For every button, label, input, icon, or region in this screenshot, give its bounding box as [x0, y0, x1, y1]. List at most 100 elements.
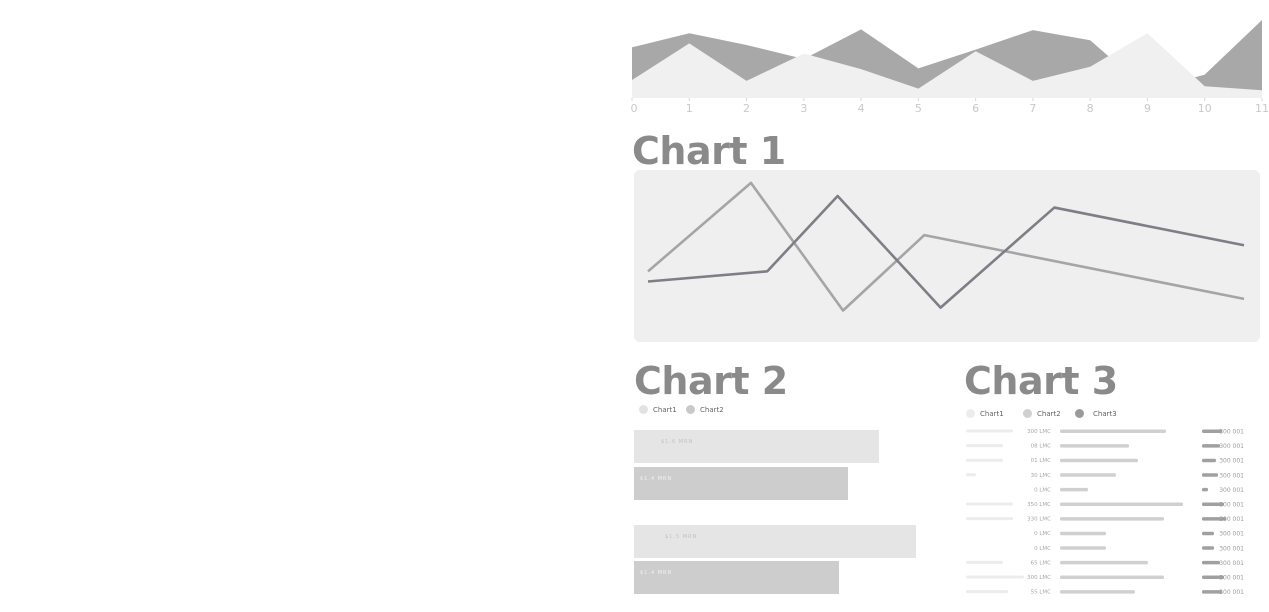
chart3-right-bar — [1202, 444, 1220, 448]
bar-value-label: $1.4 MRN — [640, 570, 673, 576]
chart3-mid-bar — [1060, 458, 1138, 463]
chart3-row: 300 LMC 300 001 — [966, 429, 1244, 436]
chart3-mid-label: 0 LMC — [1034, 546, 1051, 552]
x-tick-label: 1 — [686, 102, 693, 115]
chart2-legend-item-2: Chart2 — [686, 405, 724, 414]
legend-label: Chart1 — [980, 409, 1004, 418]
chart3-left-bar — [966, 590, 1008, 594]
chart3-mid-bar — [1060, 473, 1116, 477]
chart3-right-label: 300 001 — [1219, 429, 1244, 436]
area-chart: 0 1 2 3 4 5 6 7 8 9 10 11 — [631, 20, 1269, 115]
chart3-mid-bar — [1060, 590, 1135, 594]
x-tick-label: 7 — [1029, 102, 1036, 115]
chart3-row: 0 LMC 300 001 — [1034, 531, 1244, 538]
legend-label: Chart2 — [1037, 409, 1061, 418]
chart3-left-bar — [966, 560, 1003, 564]
chart3-right-label: 300 001 — [1219, 575, 1244, 582]
x-tick-label: 6 — [972, 102, 979, 115]
chart3-legend-item-2: Chart2 — [1023, 409, 1061, 418]
chart3-mid-bar — [1060, 531, 1106, 536]
x-tick-label: 5 — [915, 102, 922, 115]
chart3-bars: 300 LMC 300 001 08 LMC 300 001 01 LMC 300 001… — [966, 429, 1244, 596]
chart3-right-bar — [1202, 590, 1222, 594]
chart3-right-label: 300 001 — [1219, 443, 1244, 450]
chart3-right-label: 300 001 — [1219, 560, 1244, 567]
chart3-mid-bar — [1060, 487, 1088, 492]
chart3-right-bar — [1202, 560, 1220, 565]
chart1-card — [634, 170, 1260, 342]
legend-label: Chart1 — [653, 405, 677, 414]
chart1-title: Chart 1 — [632, 129, 786, 173]
line-series-2 — [647, 194, 1245, 309]
chart3-right-bar — [1202, 487, 1208, 492]
chart3-mid-label: 65 LMC — [1031, 560, 1052, 566]
chart3-mid-bar — [1060, 517, 1164, 521]
chart3-mid-bar — [1060, 429, 1166, 433]
chart3-right-label: 300 001 — [1219, 545, 1244, 552]
chart3-left-bar — [966, 575, 1024, 579]
chart3-mid-label: 01 LMC — [1031, 458, 1052, 464]
chart3-row: 30 LMC 300 001 — [966, 472, 1244, 479]
chart3-row: 01 LMC 300 001 — [966, 458, 1244, 465]
chart2-title: Chart 2 — [634, 359, 788, 403]
chart3-right-label: 300 001 — [1219, 502, 1244, 509]
legend-label: Chart3 — [1093, 409, 1117, 418]
line-series-1 — [647, 181, 1245, 312]
chart3-right-bar — [1202, 458, 1216, 463]
x-tick-label: 0 — [631, 102, 638, 115]
area-series-2 — [632, 33, 1262, 98]
legend-dot-icon — [966, 409, 975, 418]
chart3-row: 330 LMC 300 001 — [966, 516, 1244, 523]
chart3-right-label: 300 001 — [1219, 589, 1244, 596]
chart3-left-bar — [966, 444, 1003, 448]
chart3-row: 55 LMC 300 001 — [966, 589, 1244, 596]
chart3-right-bar — [1202, 575, 1224, 579]
chart3-mid-bar — [1060, 546, 1106, 550]
chart3-left-bar — [966, 429, 1013, 433]
bar-value-label: $1.4 MRN — [640, 476, 673, 482]
chart3-mid-label: 350 LMC — [1027, 502, 1051, 508]
chart3-right-bar — [1202, 502, 1224, 506]
x-tick-label: 10 — [1198, 102, 1212, 115]
legend-dot-icon — [639, 405, 648, 414]
chart3-row: 350 LMC 300 001 — [966, 502, 1244, 509]
chart3-row: 65 LMC 300 001 — [966, 560, 1244, 567]
x-tick-label: 2 — [743, 102, 750, 115]
chart3-right-label: 300 001 — [1219, 458, 1244, 465]
chart3-mid-label: 0 LMC — [1034, 531, 1051, 537]
legend-dot-icon — [1075, 409, 1084, 418]
chart3-mid-label: 0 LMC — [1034, 487, 1051, 493]
bar-value-label: $1.6 MRN — [661, 439, 694, 445]
chart3-mid-label: 300 LMC — [1027, 429, 1051, 435]
chart2-bar-1-2: $1.4 MRN — [634, 467, 849, 500]
chart3-row: 0 LMC 300 001 — [1034, 487, 1244, 494]
line-chart — [647, 181, 1245, 312]
x-tick-label: 3 — [800, 102, 807, 115]
chart3-legend-item-1: Chart1 — [966, 409, 1004, 418]
x-tick-label: 4 — [858, 102, 865, 115]
chart3-right-bar — [1202, 429, 1222, 433]
chart3-right-bar — [1202, 517, 1226, 521]
chart2-bar-1-1: $1.6 MRN — [634, 430, 880, 463]
chart3-right-bar — [1202, 546, 1214, 550]
chart3-right-label: 300 001 — [1219, 487, 1244, 494]
x-tick-label: 11 — [1255, 102, 1269, 115]
chart3-mid-label: 330 LMC — [1027, 517, 1051, 523]
chart3-right-bar — [1202, 531, 1214, 536]
chart3-right-label: 300 001 — [1219, 516, 1244, 523]
chart3-row: 08 LMC 300 001 — [966, 443, 1244, 450]
chart3-row: 0 LMC 300 001 — [1034, 545, 1244, 552]
chart3-left-bar — [966, 458, 1003, 462]
chart3-left-bar — [966, 517, 1013, 521]
chart3-mid-label: 55 LMC — [1031, 590, 1052, 596]
chart3-row: 300 LMC 300 001 — [966, 575, 1244, 582]
bar-value-label: $1.5 MRN — [665, 534, 698, 540]
chart3-right-label: 300 001 — [1219, 472, 1244, 479]
chart3-legend-item-3: Chart3 — [1075, 409, 1117, 418]
chart3-mid-bar — [1060, 444, 1129, 448]
x-tick-label: 8 — [1087, 102, 1094, 115]
legend-dot-icon — [686, 405, 695, 414]
chart2-bar-2-1: $1.5 MRN — [634, 525, 917, 558]
x-tick-label: 9 — [1144, 102, 1151, 115]
chart3-mid-label: 30 LMC — [1031, 473, 1052, 479]
